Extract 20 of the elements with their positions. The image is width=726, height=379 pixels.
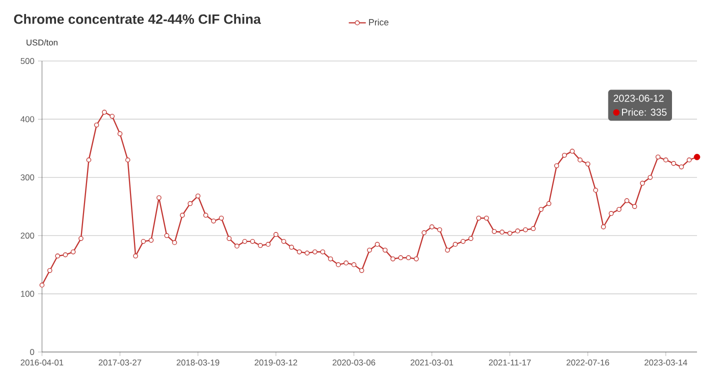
x-tick-label: 2023-03-14 [644,360,688,366]
y-tick-label: 0 [30,349,34,355]
x-tick-label: 2018-03-19 [176,360,220,366]
x-tick-label: 2022-07-16 [566,360,610,366]
y-tick-label: 100 [20,290,34,297]
x-tick-label: 2016-04-01 [20,360,64,366]
y-axis-title: USD/ton [26,39,58,46]
annotation: 2023-06-12 [614,94,664,102]
annotation: Price: 335 [622,108,667,116]
y-tick-label: 500 [20,58,34,64]
x-tick-label: 2019-03-12 [254,360,298,366]
x-tick-label: 2021-11-17 [488,360,531,366]
y-tick-label: 200 [20,232,34,239]
chart-title: Chrome concentrate 42-44% CIF China [14,14,261,24]
x-tick-label: 2017-03-27 [98,360,142,366]
x-tick-label: 2021-03-01 [410,360,454,366]
y-tick-label: 400 [20,116,34,122]
y-tick-label: 300 [20,174,34,180]
legend-label: Price [369,18,388,26]
x-tick-label: 2020-03-06 [332,360,376,366]
